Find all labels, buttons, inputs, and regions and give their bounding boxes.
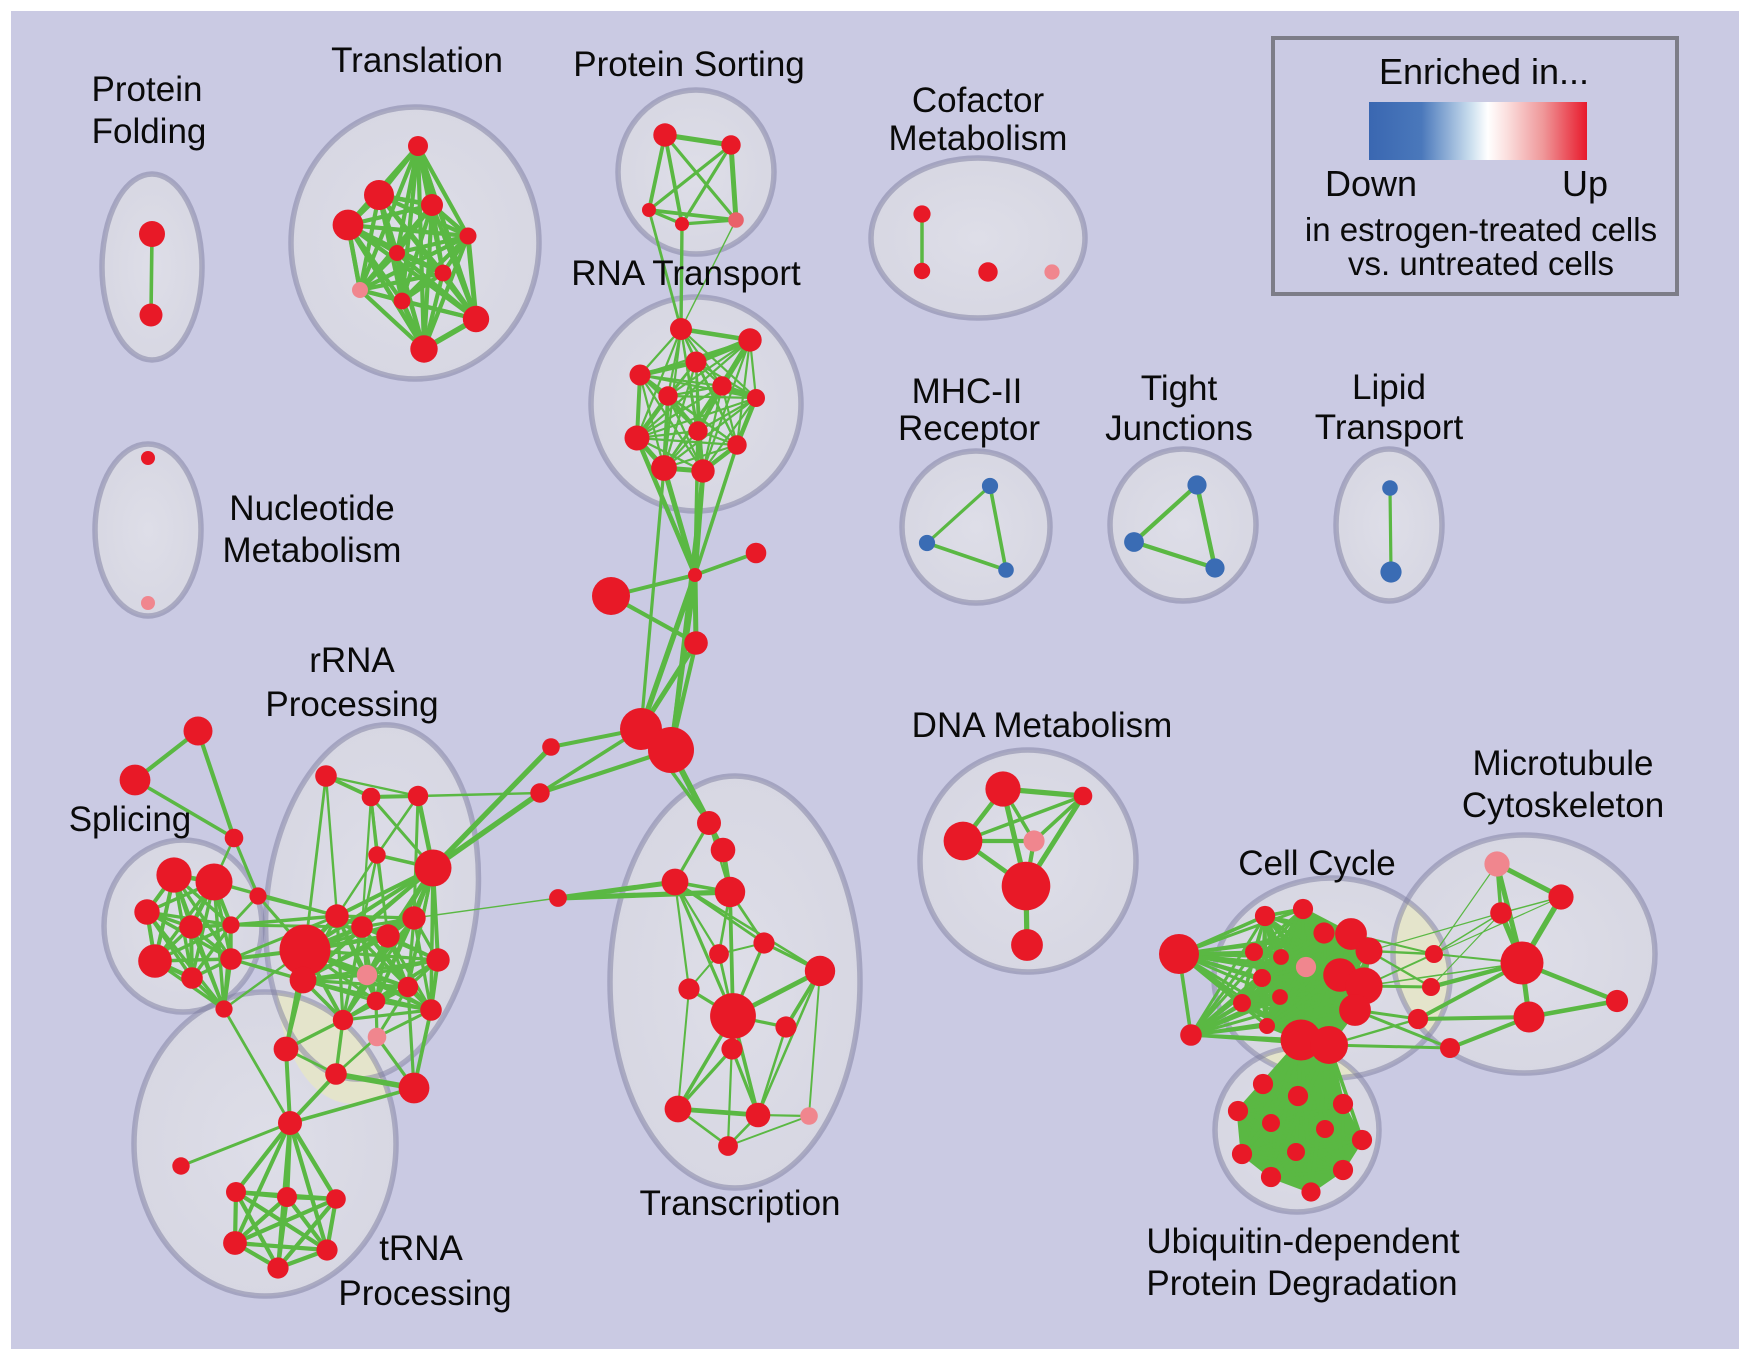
svg-text:Protein: Protein — [92, 70, 203, 109]
svg-text:vs. untreated cells: vs. untreated cells — [1348, 245, 1614, 282]
svg-text:Enriched in...: Enriched in... — [1379, 51, 1589, 92]
svg-text:Nucleotide: Nucleotide — [229, 489, 394, 528]
svg-text:Down: Down — [1325, 163, 1417, 204]
svg-text:Receptor: Receptor — [898, 409, 1040, 448]
svg-text:Protein Degradation: Protein Degradation — [1146, 1264, 1457, 1303]
svg-text:Metabolism: Metabolism — [223, 531, 402, 570]
svg-text:Lipid: Lipid — [1352, 368, 1426, 407]
svg-text:Translation: Translation — [331, 41, 503, 80]
svg-text:DNA Metabolism: DNA Metabolism — [912, 706, 1173, 745]
svg-text:Cofactor: Cofactor — [912, 81, 1045, 120]
svg-text:in estrogen-treated cells: in estrogen-treated cells — [1305, 211, 1657, 248]
svg-text:Processing: Processing — [338, 1274, 511, 1313]
svg-text:Cell Cycle: Cell Cycle — [1238, 844, 1396, 883]
svg-text:Folding: Folding — [92, 112, 207, 151]
svg-text:Microtubule: Microtubule — [1473, 744, 1654, 783]
svg-text:Metabolism: Metabolism — [889, 119, 1068, 158]
svg-text:Transport: Transport — [1315, 408, 1464, 447]
svg-text:Ubiquitin-dependent: Ubiquitin-dependent — [1146, 1222, 1460, 1261]
svg-text:Up: Up — [1562, 163, 1608, 204]
svg-text:tRNA: tRNA — [379, 1229, 463, 1268]
svg-text:Splicing: Splicing — [69, 800, 192, 839]
svg-text:Processing: Processing — [265, 685, 438, 724]
svg-text:Tight: Tight — [1141, 369, 1218, 408]
svg-text:MHC-II: MHC-II — [912, 372, 1023, 411]
svg-text:Transcription: Transcription — [640, 1184, 841, 1223]
svg-text:rRNA: rRNA — [309, 641, 395, 680]
svg-text:RNA Transport: RNA Transport — [571, 254, 801, 293]
svg-text:Cytoskeleton: Cytoskeleton — [1462, 786, 1664, 825]
svg-text:Protein Sorting: Protein Sorting — [573, 45, 805, 84]
svg-text:Junctions: Junctions — [1105, 409, 1253, 448]
